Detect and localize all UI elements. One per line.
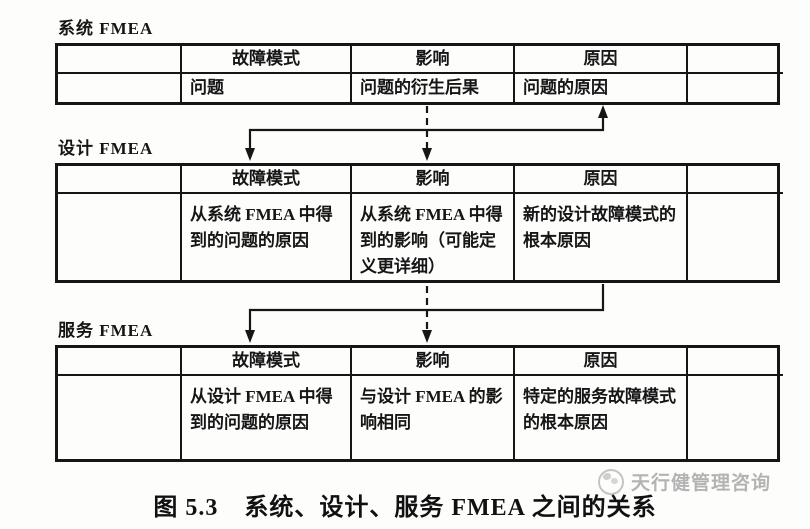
data-cell-derived-consequence: 问题的衍生后果 bbox=[350, 74, 513, 102]
header-cell-cause: 原因 bbox=[513, 348, 686, 376]
header-cell-effect: 影响 bbox=[350, 348, 513, 376]
header-cell-blank bbox=[58, 46, 180, 74]
figure-caption: 图 5.3 系统、设计、服务 FMEA 之间的关系 bbox=[0, 487, 810, 522]
data-cell-blank bbox=[58, 74, 180, 102]
data-cell-specific-service-root-cause: 特定的服务故障模式的根本原因 bbox=[513, 376, 686, 459]
data-cell-blank bbox=[686, 74, 783, 102]
watermark-text: 天行健管理咨询 bbox=[631, 473, 772, 494]
data-cell-problem: 问题 bbox=[180, 74, 350, 102]
arrowhead-down-icon bbox=[245, 148, 255, 161]
arrowhead-down-icon bbox=[245, 330, 255, 343]
header-cell-effect: 影响 bbox=[350, 46, 513, 74]
design-fmea-table: 故障模式 影响 原因 从系统 FMEA 中得到的问题的原因 从系统 FMEA 中… bbox=[55, 163, 783, 283]
system-fmea-table: 故障模式 影响 原因 问题 问题的衍生后果 问题的原因 bbox=[55, 43, 783, 105]
service-fmea-table: 故障模式 影响 原因 从设计 FMEA 中得到的问题的原因 与设计 FMEA 的… bbox=[55, 345, 783, 462]
data-cell-blank bbox=[686, 194, 783, 280]
figure-number: 图 5.3 bbox=[153, 495, 219, 521]
arrowhead-down-icon bbox=[422, 148, 432, 161]
data-cell-problem-cause: 问题的原因 bbox=[513, 74, 686, 102]
watermark-logo-icon bbox=[598, 468, 624, 495]
table-label-service-fmea: 服务 FMEA bbox=[58, 321, 154, 340]
data-cell-cause-from-system-fmea: 从系统 FMEA 中得到的问题的原因 bbox=[180, 194, 350, 280]
header-cell-failure-mode: 故障模式 bbox=[180, 46, 350, 74]
header-cell-blank bbox=[58, 166, 180, 194]
header-cell-blank bbox=[686, 348, 783, 376]
header-cell-blank bbox=[58, 348, 180, 376]
connector-design-failure-mode-to-system-cause bbox=[248, 118, 605, 149]
header-cell-cause: 原因 bbox=[513, 46, 686, 74]
data-cell-new-design-root-cause: 新的设计故障模式的根本原因 bbox=[513, 194, 686, 280]
data-cell-blank bbox=[686, 376, 783, 459]
header-cell-blank bbox=[686, 166, 783, 194]
connector-design-cause-to-service-failure-mode bbox=[248, 284, 605, 331]
header-cell-failure-mode: 故障模式 bbox=[180, 348, 350, 376]
header-cell-blank bbox=[686, 46, 783, 74]
header-cell-cause: 原因 bbox=[513, 166, 686, 194]
data-cell-same-effect-as-design-fmea: 与设计 FMEA 的影响相同 bbox=[350, 376, 513, 459]
data-cell-blank bbox=[58, 194, 180, 280]
figure-title: 系统、设计、服务 FMEA 之间的关系 bbox=[244, 495, 657, 521]
header-cell-failure-mode: 故障模式 bbox=[180, 166, 350, 194]
arrowhead-up-icon bbox=[598, 105, 608, 118]
data-cell-blank bbox=[58, 376, 180, 459]
table-label-system-fmea: 系统 FMEA bbox=[58, 19, 154, 38]
data-cell-cause-from-design-fmea: 从设计 FMEA 中得到的问题的原因 bbox=[180, 376, 350, 459]
table-label-design-fmea: 设计 FMEA bbox=[58, 139, 154, 158]
header-cell-effect: 影响 bbox=[350, 166, 513, 194]
data-cell-effect-from-system-fmea: 从系统 FMEA 中得到的影响（可能定义更详细） bbox=[350, 194, 513, 280]
watermark: 天行健管理咨询 bbox=[598, 468, 771, 495]
arrowhead-down-icon bbox=[422, 330, 432, 343]
